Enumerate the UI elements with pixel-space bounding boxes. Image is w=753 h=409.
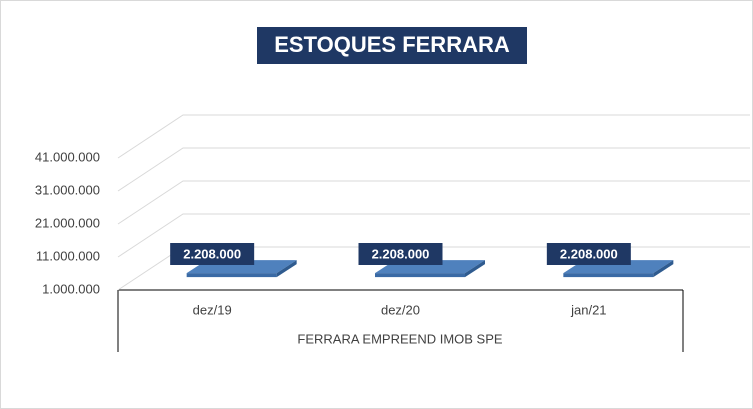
x-tick-label: jan/21	[570, 302, 606, 317]
x-axis-frame	[117, 289, 684, 352]
bar-side	[653, 260, 674, 278]
y-tick-label: 11.000.000	[36, 248, 100, 263]
y-tick-label: 1.000.000	[42, 281, 100, 296]
x-tick-label: dez/20	[381, 302, 420, 317]
bar-front	[375, 273, 465, 278]
x-group-label: FERRARA EMPREEND IMOB SPE	[297, 331, 502, 346]
bar-front	[186, 273, 277, 278]
title-box	[257, 27, 527, 64]
grid-line	[117, 180, 750, 225]
grid-line	[117, 213, 750, 258]
grid-line	[117, 114, 750, 159]
y-tick-label: 41.000.000	[35, 149, 100, 164]
bar-side	[276, 260, 297, 278]
bar-side	[465, 260, 485, 278]
bar-front	[563, 273, 654, 278]
value-label-box	[546, 243, 631, 265]
y-tick-label: 31.000.000	[35, 182, 100, 197]
y-tick-label: 21.000.000	[35, 215, 100, 230]
chart-title: ESTOQUES FERRARA	[274, 32, 510, 57]
value-label: 2.208.000	[183, 246, 241, 261]
value-label-box	[170, 243, 255, 265]
x-tick-label: dez/19	[193, 302, 232, 317]
value-label-box	[358, 243, 443, 265]
grid-line	[117, 147, 750, 192]
value-label: 2.208.000	[560, 246, 618, 261]
value-label: 2.208.000	[372, 246, 430, 261]
